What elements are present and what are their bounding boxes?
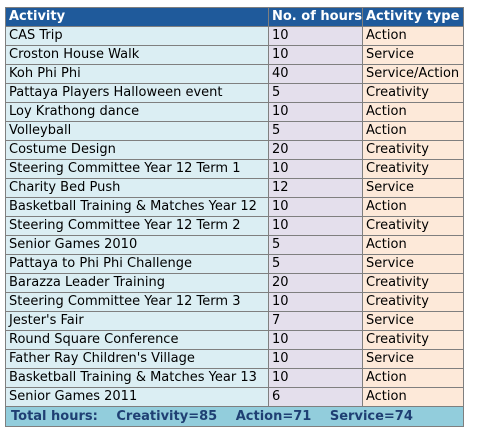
cell-activity: Koh Phi Phi [5,64,269,84]
table-row: Round Square Conference 10 Creativity [5,330,464,350]
cell-activity: Costume Design [5,140,269,160]
totals-cell: Total hours: Creativity=85 Action=71 Ser… [5,406,464,427]
cell-activity: Pattaya to Phi Phi Challenge [5,254,269,274]
totals-service: Service=74 [329,408,413,424]
cell-activity-type: Service [362,254,464,274]
table-row: Steering Committee Year 12 Term 1 10 Creat… [5,159,464,179]
cell-hours: 10 [268,292,363,312]
cell-hours: 10 [268,349,363,369]
cell-hours: 10 [268,102,363,122]
cell-hours: 12 [268,178,363,198]
cell-hours: 5 [268,83,363,103]
cell-hours: 10 [268,45,363,65]
table-row: Jester's Fair 7 Service [5,311,464,331]
table-row: Costume Design 20 Creativity [5,140,464,160]
cell-hours: 10 [268,330,363,350]
cell-activity: Steering Committee Year 12 Term 2 [5,216,269,236]
table-row: Koh Phi Phi 40 Service/Action [5,64,464,84]
table-row: Pattaya Players Halloween event 5 Creativi… [5,83,464,103]
table-row: CAS Trip 10 Action [5,26,464,46]
totals-creativity: Creativity=85 [116,408,218,424]
table-row: Basketball Training & Matches Year 12 10 A… [5,197,464,217]
table-row: Loy Krathong dance 10 Action [5,102,464,122]
cell-activity-type: Action [362,102,464,122]
cell-activity: Basketball Training & Matches Year 13 [5,368,269,388]
cell-activity-type: Action [362,197,464,217]
totals-action: Action=71 [235,408,312,424]
cell-activity-type: Service [362,349,464,369]
cell-hours: 40 [268,64,363,84]
totals-row: Total hours: Creativity=85 Action=71 Ser… [5,406,464,427]
cell-hours: 10 [268,197,363,217]
cell-activity: Round Square Conference [5,330,269,350]
cell-activity: Croston House Walk [5,45,269,65]
table-row: Volleyball 5 Action [5,121,464,141]
cell-activity: Senior Games 2011 [5,387,269,407]
cell-hours: 5 [268,235,363,255]
cell-hours: 10 [268,159,363,179]
cell-activity: Jester's Fair [5,311,269,331]
cell-hours: 10 [268,368,363,388]
table-row: Steering Committee Year 12 Term 3 10 Creat… [5,292,464,312]
cell-activity: Steering Committee Year 12 Term 1 [5,159,269,179]
cell-activity: Charity Bed Push [5,178,269,198]
cell-activity-type: Service [362,178,464,198]
cell-activity-type: Service [362,311,464,331]
totals-label: Total hours: [11,408,98,424]
table-row: Steering Committee Year 12 Term 2 10 Creat… [5,216,464,236]
cas-hours-table: Activity No. of hours Activity type CAS … [5,7,464,427]
cell-activity: Pattaya Players Halloween event [5,83,269,103]
cell-activity-type: Creativity [362,273,464,293]
cas-hours-table-container: Activity No. of hours Activity type CAS … [5,7,464,427]
header-hours: No. of hours [268,7,363,27]
cell-activity: Senior Games 2010 [5,235,269,255]
cell-activity: Loy Krathong dance [5,102,269,122]
cell-activity-type: Creativity [362,140,464,160]
cell-activity-type: Creativity [362,159,464,179]
cell-activity-type: Action [362,387,464,407]
table-body: CAS Trip 10 Action Croston House Walk 10 Serv… [5,26,464,407]
table-row: Croston House Walk 10 Service [5,45,464,65]
cell-activity-type: Creativity [362,292,464,312]
cell-activity: Barazza Leader Training [5,273,269,293]
cell-activity-type: Creativity [362,83,464,103]
table-row: Pattaya to Phi Phi Challenge 5 Service [5,254,464,274]
cell-activity-type: Action [362,121,464,141]
table-row: Father Ray Children's Village 10 Service [5,349,464,369]
table-row: Barazza Leader Training 20 Creativity [5,273,464,293]
table-row: Charity Bed Push 12 Service [5,178,464,198]
cell-hours: 20 [268,273,363,293]
cell-activity-type: Creativity [362,330,464,350]
cell-activity-type: Action [362,26,464,46]
cell-hours: 10 [268,26,363,46]
cell-activity: CAS Trip [5,26,269,46]
header-activity-type: Activity type [362,7,464,27]
table-row: Senior Games 2011 6 Action [5,387,464,407]
cell-activity: Basketball Training & Matches Year 12 [5,197,269,217]
header-activity: Activity [5,7,269,27]
cell-activity: Father Ray Children's Village [5,349,269,369]
cell-hours: 5 [268,121,363,141]
cell-hours: 6 [268,387,363,407]
cell-activity-type: Action [362,235,464,255]
cell-activity: Volleyball [5,121,269,141]
cell-hours: 7 [268,311,363,331]
table-row: Senior Games 2010 5 Action [5,235,464,255]
cell-activity-type: Service/Action [362,64,464,84]
cell-activity: Steering Committee Year 12 Term 3 [5,292,269,312]
cell-activity-type: Creativity [362,216,464,236]
cell-hours: 5 [268,254,363,274]
cell-hours: 20 [268,140,363,160]
header-row: Activity No. of hours Activity type [5,7,464,27]
cell-activity-type: Service [362,45,464,65]
cell-activity-type: Action [362,368,464,388]
table-row: Basketball Training & Matches Year 13 10 A… [5,368,464,388]
cell-hours: 10 [268,216,363,236]
